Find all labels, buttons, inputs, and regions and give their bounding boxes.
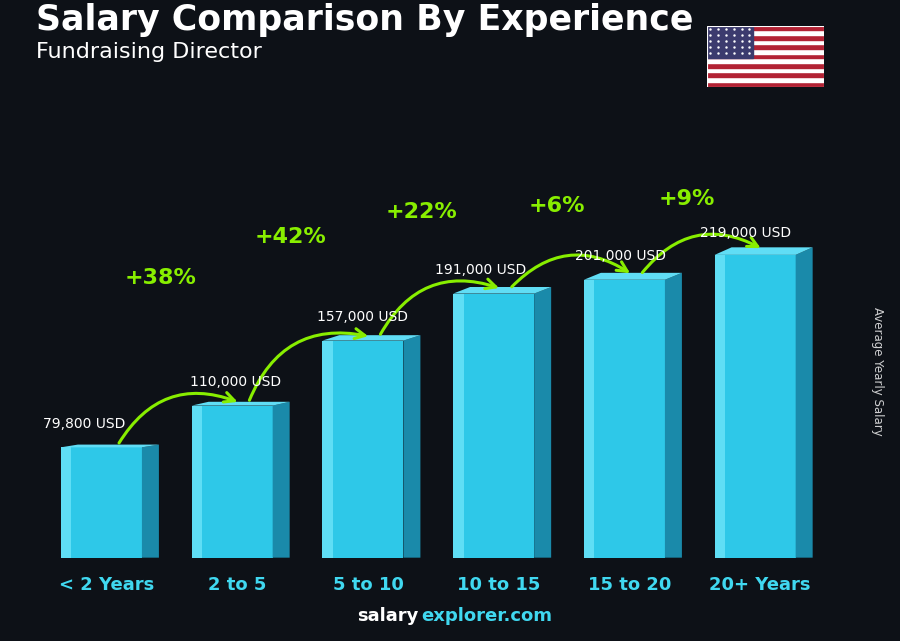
- Polygon shape: [192, 402, 290, 406]
- Text: +9%: +9%: [659, 189, 716, 209]
- Polygon shape: [796, 247, 813, 558]
- Bar: [706, 54, 824, 58]
- Bar: [706, 26, 824, 30]
- Polygon shape: [665, 273, 682, 558]
- Polygon shape: [273, 402, 290, 558]
- Polygon shape: [715, 255, 725, 558]
- Text: 110,000 USD: 110,000 USD: [190, 375, 282, 389]
- Polygon shape: [61, 447, 142, 558]
- Text: +38%: +38%: [124, 268, 196, 288]
- Text: 20+ Years: 20+ Years: [709, 576, 811, 594]
- Text: Fundraising Director: Fundraising Director: [36, 42, 262, 62]
- Bar: [706, 63, 824, 68]
- Polygon shape: [322, 335, 420, 340]
- Polygon shape: [715, 247, 813, 255]
- Text: +6%: +6%: [528, 196, 585, 216]
- Text: 10 to 15: 10 to 15: [457, 576, 540, 594]
- Text: 5 to 10: 5 to 10: [332, 576, 403, 594]
- Text: Salary Comparison By Experience: Salary Comparison By Experience: [36, 3, 693, 37]
- Polygon shape: [61, 445, 159, 447]
- Bar: [706, 82, 824, 87]
- Polygon shape: [584, 279, 665, 558]
- Polygon shape: [535, 287, 551, 558]
- Text: 201,000 USD: 201,000 USD: [575, 249, 666, 263]
- Polygon shape: [322, 340, 333, 558]
- Polygon shape: [142, 445, 159, 558]
- Text: 79,800 USD: 79,800 USD: [42, 417, 125, 431]
- Text: 157,000 USD: 157,000 USD: [317, 310, 408, 324]
- Text: < 2 Years: < 2 Years: [58, 576, 154, 594]
- Polygon shape: [192, 406, 273, 558]
- Bar: [706, 44, 824, 49]
- Polygon shape: [403, 335, 420, 558]
- Text: +42%: +42%: [255, 227, 327, 247]
- Polygon shape: [61, 447, 71, 558]
- Text: 219,000 USD: 219,000 USD: [700, 226, 791, 240]
- Bar: [706, 30, 824, 35]
- Text: 191,000 USD: 191,000 USD: [435, 263, 526, 277]
- Bar: [706, 40, 824, 44]
- Bar: [706, 26, 753, 58]
- Polygon shape: [453, 287, 551, 294]
- Bar: [706, 35, 824, 40]
- Text: salary: salary: [357, 607, 418, 625]
- Polygon shape: [453, 294, 464, 558]
- Text: +22%: +22%: [386, 202, 457, 222]
- Polygon shape: [453, 294, 535, 558]
- Polygon shape: [322, 340, 403, 558]
- Bar: [706, 77, 824, 82]
- Polygon shape: [584, 279, 594, 558]
- Bar: [706, 49, 824, 54]
- Polygon shape: [715, 255, 796, 558]
- Text: explorer.com: explorer.com: [421, 607, 553, 625]
- Bar: [706, 58, 824, 63]
- Bar: [706, 72, 824, 77]
- Text: 2 to 5: 2 to 5: [208, 576, 266, 594]
- Bar: [706, 68, 824, 72]
- Text: 15 to 20: 15 to 20: [588, 576, 671, 594]
- Polygon shape: [192, 406, 202, 558]
- Polygon shape: [584, 273, 682, 279]
- Text: Average Yearly Salary: Average Yearly Salary: [871, 308, 884, 436]
